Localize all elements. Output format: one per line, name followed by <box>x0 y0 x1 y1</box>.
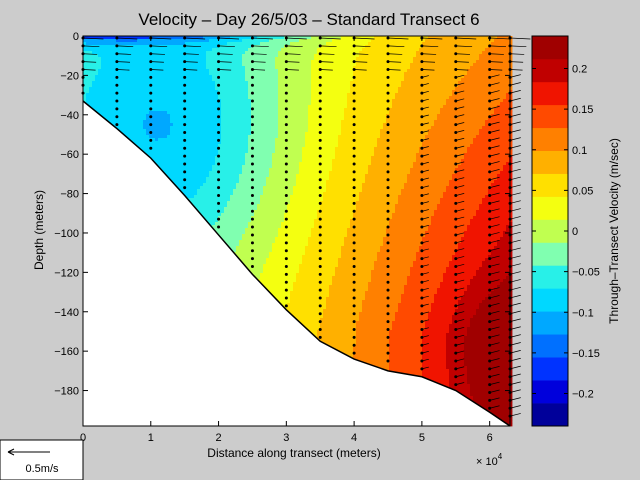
axes-box <box>82 35 511 427</box>
y-tick-label: −160 <box>54 346 79 358</box>
y-axis-ticks: 0 −20 −40 −60 −80 −100 −120 −140 −160 −180 <box>54 31 510 398</box>
x-tick-label: 5 <box>419 432 425 444</box>
y-tick-label: −120 <box>54 267 79 279</box>
y-tick-label: −40 <box>60 110 79 122</box>
colorbar-swatch <box>532 242 568 266</box>
scale-arrow-label: 0.5m/s <box>25 463 59 475</box>
x-tick-label: 2 <box>215 432 221 444</box>
y-axis-label: Depth (meters) <box>32 190 46 270</box>
colorbar-swatch <box>532 380 568 404</box>
y-tick-label: −60 <box>60 149 79 161</box>
colorbar-swatch <box>532 196 568 220</box>
y-tick-label: −100 <box>54 228 79 240</box>
colorbar-swatch <box>532 357 568 381</box>
seabed-mask <box>82 100 511 427</box>
colorbar-swatch <box>532 127 568 152</box>
colorbar-swatch <box>532 219 568 243</box>
x-tick-label: 0 <box>80 432 86 444</box>
colorbar-tick-label: −0.2 <box>572 389 594 401</box>
colorbar-tick-label: 0.2 <box>572 64 587 76</box>
x-tick-label: 6 <box>487 432 493 444</box>
colorbar-swatch <box>532 81 568 106</box>
colorbar-tick-label: −0.15 <box>572 348 600 360</box>
colorbar-swatch <box>532 173 568 197</box>
colorbar-tick-label: −0.05 <box>572 267 600 279</box>
scale-arrow-box: 0.5m/s <box>0 439 84 480</box>
colorbar-swatch <box>532 311 568 335</box>
colorbar-swatch <box>532 58 568 83</box>
colorbar-swatch <box>532 265 568 289</box>
velocity-arrows <box>82 37 531 417</box>
colorbar-tick-label: 0.05 <box>572 185 593 197</box>
x-tick-label: 4 <box>351 432 357 444</box>
x-axis-label: Distance along transect (meters) <box>207 446 380 460</box>
colorbar-tick-label: 0.15 <box>572 104 593 116</box>
colorbar-swatch <box>532 288 568 312</box>
colorbar-swatch <box>532 104 568 129</box>
y-tick-label: 0 <box>73 31 79 43</box>
y-tick-label: −180 <box>54 386 79 398</box>
colorbar-tick-label: 0 <box>572 226 578 238</box>
colorbar-swatch <box>532 334 568 358</box>
chart-title: Velocity – Day 26/5/03 – Standard Transe… <box>138 10 479 29</box>
y-tick-label: −20 <box>60 70 79 82</box>
y-tick-label: −140 <box>54 307 79 319</box>
x-tick-label: 3 <box>283 432 289 444</box>
colorbar-tick-label: 0.1 <box>572 145 587 157</box>
colorbar-tick-label: −0.1 <box>572 307 594 319</box>
y-tick-label: −80 <box>60 189 79 201</box>
x-axis-ticks: 0 1 2 3 4 5 6 <box>80 36 493 444</box>
colorbar-label: Through–Transect Velocity (m/sec) <box>607 138 621 324</box>
x-tick-label: 1 <box>148 432 154 444</box>
colorbar-swatch <box>532 36 568 60</box>
colorbar <box>531 35 569 427</box>
x-axis-multiplier: × 104 <box>476 452 503 468</box>
colorbar-swatch <box>532 150 568 174</box>
colorbar-ticks: 0.2 0.15 0.1 0.05 0 −0.05 −0.1 −0.15 −0.2 <box>532 64 600 401</box>
colorbar-swatch <box>532 403 568 427</box>
